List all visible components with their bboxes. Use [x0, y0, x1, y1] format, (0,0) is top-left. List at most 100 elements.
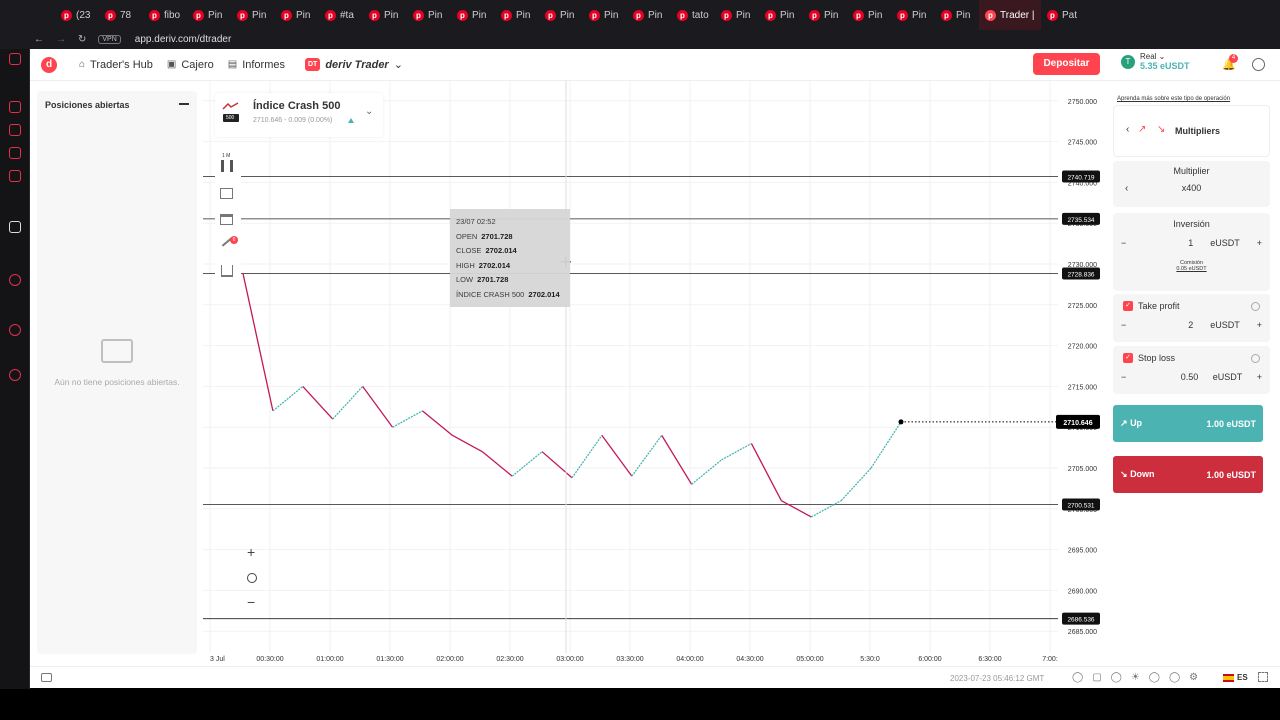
url-field[interactable]: app.deriv.com/dtrader	[134, 34, 232, 45]
settings-icon[interactable]	[9, 369, 21, 381]
multiplier-select[interactable]: ‹ x400	[1113, 183, 1270, 203]
up-button[interactable]: ↗ Up 1.00 eUSDT	[1113, 405, 1263, 442]
stop-loss-checkbox[interactable]: ✓	[1123, 353, 1133, 363]
fullscreen-icon[interactable]	[1258, 672, 1268, 682]
high-value: 2702.014	[478, 260, 511, 270]
info-icon[interactable]	[1251, 353, 1260, 363]
price-segment	[302, 385, 334, 420]
indicators-icon[interactable]	[220, 188, 233, 199]
zoom-out-icon[interactable]: −	[247, 594, 256, 610]
reload-icon[interactable]: ↻	[78, 34, 87, 45]
cashier-link[interactable]: ▣ Cajero	[167, 59, 214, 71]
minus-icon[interactable]: −	[1121, 238, 1127, 248]
deriv-logo[interactable]: d	[41, 56, 57, 73]
tab-label: Pin	[780, 9, 795, 21]
browser-tab[interactable]: p Pin	[231, 0, 275, 30]
tool-icon[interactable]	[9, 170, 21, 182]
trade-type-selector[interactable]: ‹ ↗ ↘ Multipliers	[1113, 105, 1270, 157]
reports-link[interactable]: ▤ Informes	[228, 59, 285, 71]
clock-icon[interactable]	[9, 324, 21, 336]
price-segment	[481, 451, 513, 477]
stake-input[interactable]: − 1 eUSDT +	[1113, 238, 1270, 248]
back-icon[interactable]: ‹	[1126, 124, 1130, 135]
stake-value[interactable]: 1	[1188, 238, 1194, 248]
stop-loss-value[interactable]: 0.50	[1180, 372, 1199, 382]
browser-tab[interactable]: p Pin	[627, 0, 671, 30]
x-tick-label: 01:30:00	[376, 656, 403, 663]
collapse-icon[interactable]	[179, 103, 189, 105]
plus-icon[interactable]: +	[1256, 372, 1262, 382]
browser-tab[interactable]: p tato	[671, 0, 715, 30]
learn-more-link[interactable]: Aprenda más sobre este tipo de operación	[1117, 96, 1231, 102]
bookmark-icon[interactable]	[9, 101, 21, 113]
home-icon[interactable]	[9, 53, 21, 65]
messenger-icon[interactable]	[9, 147, 21, 159]
browser-tab[interactable]: p Pin	[847, 0, 891, 30]
plus-icon[interactable]: +	[1256, 320, 1262, 330]
browser-tab[interactable]: p Pin	[407, 0, 451, 30]
stake-block: Inversión − 1 eUSDT + Comisión 0.05 eUSD…	[1113, 213, 1270, 291]
price-segment	[840, 467, 872, 502]
forward-icon[interactable]: →	[56, 34, 66, 45]
tab-label: Pin	[208, 9, 223, 21]
candle-icon[interactable]	[221, 160, 233, 172]
take-profit-checkbox[interactable]: ✓	[1123, 301, 1133, 311]
browser-tab[interactable]: p Pin	[363, 0, 407, 30]
account-icon[interactable]	[1252, 58, 1265, 71]
browser-tab[interactable]: p (23	[55, 0, 99, 30]
stop-loss-input[interactable]: − 0.50 eUSDT +	[1113, 372, 1270, 382]
y-tick-label: 2720.000	[1068, 344, 1097, 351]
down-label: Down	[1130, 469, 1155, 479]
browser-tab[interactable]: p fibo	[143, 0, 187, 30]
browser-tab[interactable]: p 78	[99, 0, 143, 30]
browser-tab[interactable]: p Pin	[187, 0, 231, 30]
crash-index-icon: 500	[221, 101, 241, 123]
aria-icon[interactable]	[9, 221, 21, 233]
positions-toggle-icon[interactable]	[41, 673, 52, 682]
vpn-badge[interactable]: VPN	[98, 35, 121, 44]
deposit-button[interactable]: Depositar	[1033, 53, 1100, 75]
tab-label: Pin	[252, 9, 267, 21]
plus-icon[interactable]: +	[1256, 238, 1262, 248]
traders-hub-link[interactable]: ⌂ Trader's Hub	[79, 59, 153, 71]
zoom-in-icon[interactable]: +	[247, 544, 256, 560]
take-profit-input[interactable]: − 2 eUSDT +	[1113, 320, 1270, 330]
account-switcher[interactable]: T Real ⌄ 5.35 eUSDT	[1121, 52, 1190, 71]
browser-tab[interactable]: p Pin	[451, 0, 495, 30]
platform-switcher[interactable]: DT deriv Trader ⌄	[304, 58, 403, 71]
browser-tab[interactable]: p Pin	[539, 0, 583, 30]
browser-tab[interactable]: p Pin	[891, 0, 935, 30]
browser-tab[interactable]: p Pin	[759, 0, 803, 30]
tab-label: Pin	[824, 9, 839, 21]
chart-area[interactable]: 3 Jul 00:30:00 01:00:00 01:30:00 02:00:00 02:…	[203, 81, 1103, 671]
tab-label: Pin	[296, 9, 311, 21]
browser-tab[interactable]: p Pin	[803, 0, 847, 30]
symbol-selector[interactable]: 500 Índice Crash 500 2710.646 - 0.009 (0…	[215, 93, 383, 137]
take-profit-value[interactable]: 2	[1188, 320, 1194, 330]
flag-icon[interactable]	[1223, 674, 1234, 682]
browser-tab[interactable]: p Pin	[715, 0, 759, 30]
down-button[interactable]: ↘ Down 1.00 eUSDT	[1113, 456, 1263, 493]
browser-tab[interactable]: p #ta	[319, 0, 363, 30]
minus-icon[interactable]: −	[1121, 320, 1127, 330]
browser-tab[interactable]: p Pin	[495, 0, 539, 30]
back-icon[interactable]: ←	[34, 34, 44, 45]
current-price-label: 2710.646	[1063, 420, 1092, 427]
browser-tab[interactable]: p Pin	[275, 0, 319, 30]
media-icon[interactable]	[9, 274, 21, 286]
browser-tab[interactable]: p Pat	[1041, 0, 1085, 30]
price-chart[interactable]: 3 Jul 00:30:00 01:00:00 01:30:00 02:00:00 02:…	[203, 81, 1103, 671]
history-icon[interactable]	[9, 124, 21, 136]
info-icon[interactable]	[1251, 301, 1260, 311]
templates-icon[interactable]	[220, 214, 233, 225]
language-label[interactable]: ES	[1237, 673, 1248, 682]
minus-icon[interactable]: −	[1121, 372, 1127, 382]
multiplier-block: Multiplier ‹ x400	[1113, 161, 1270, 207]
browser-tab[interactable]: p Pin	[935, 0, 979, 30]
hline-label: 2700.531	[1067, 502, 1094, 509]
download-icon[interactable]	[221, 265, 233, 277]
browser-tab[interactable]: p Pin	[583, 0, 627, 30]
hline-label: 2735.534	[1067, 217, 1094, 224]
crosshair-icon[interactable]	[247, 573, 257, 583]
browser-tab[interactable]: p Trader |	[979, 0, 1041, 30]
